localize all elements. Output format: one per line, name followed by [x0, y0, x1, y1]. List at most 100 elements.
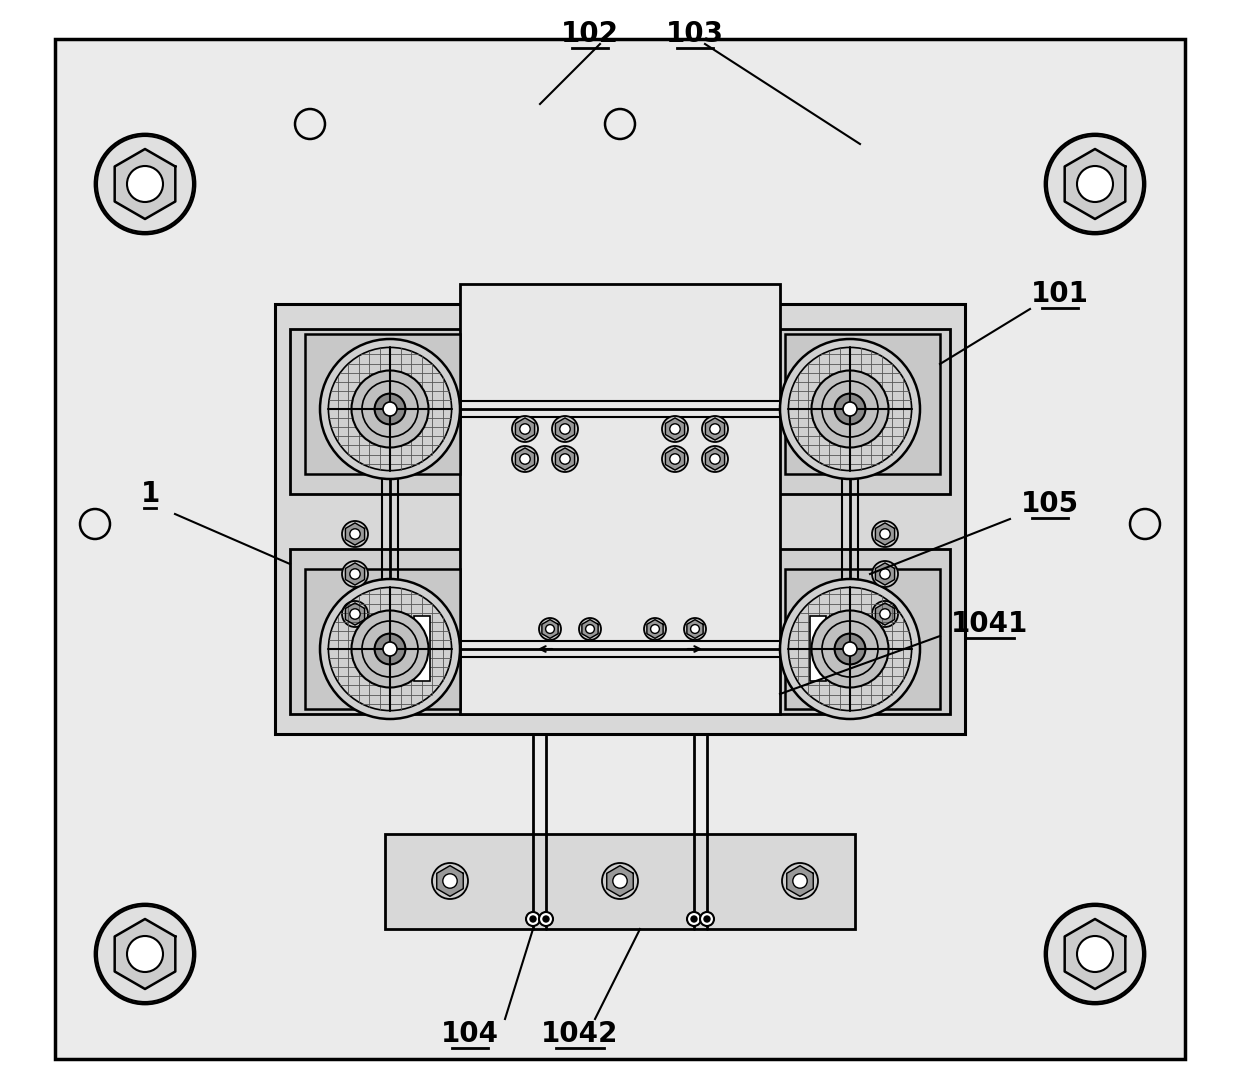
Bar [414, 616, 430, 681]
Circle shape [835, 634, 866, 664]
Circle shape [374, 393, 405, 425]
Circle shape [872, 562, 898, 588]
Circle shape [350, 569, 360, 579]
Bar [830, 616, 846, 681]
Bar [275, 304, 965, 734]
Polygon shape [114, 919, 175, 989]
Text: 1: 1 [140, 480, 160, 508]
Circle shape [843, 402, 857, 416]
Circle shape [383, 642, 397, 656]
Polygon shape [666, 448, 684, 470]
Circle shape [1045, 904, 1145, 1004]
Circle shape [512, 446, 538, 472]
Polygon shape [875, 522, 894, 545]
Polygon shape [1065, 149, 1126, 219]
Polygon shape [582, 620, 598, 638]
Polygon shape [786, 866, 813, 896]
Circle shape [320, 339, 460, 479]
Circle shape [835, 393, 866, 425]
Text: 1041: 1041 [951, 610, 1029, 638]
Polygon shape [706, 448, 724, 470]
Circle shape [520, 454, 531, 464]
Bar [290, 549, 950, 714]
Circle shape [95, 904, 195, 1004]
Polygon shape [706, 418, 724, 440]
Bar [810, 616, 826, 681]
Bar [305, 334, 460, 474]
Circle shape [704, 916, 711, 922]
Bar [384, 834, 856, 929]
Circle shape [662, 416, 688, 442]
Circle shape [601, 863, 639, 899]
Circle shape [709, 454, 720, 464]
Circle shape [559, 424, 570, 435]
Bar [785, 569, 940, 709]
Circle shape [691, 916, 697, 922]
Polygon shape [556, 448, 574, 470]
Bar [305, 569, 460, 709]
Circle shape [552, 446, 578, 472]
Circle shape [684, 618, 706, 640]
Circle shape [342, 521, 368, 547]
Circle shape [512, 416, 538, 442]
Circle shape [651, 624, 660, 633]
Circle shape [543, 916, 549, 922]
Circle shape [342, 601, 368, 627]
Circle shape [95, 134, 195, 234]
Polygon shape [556, 418, 574, 440]
Circle shape [843, 642, 857, 656]
Circle shape [792, 874, 807, 888]
Circle shape [383, 402, 397, 416]
Circle shape [526, 912, 539, 926]
Polygon shape [606, 866, 634, 896]
Circle shape [539, 912, 553, 926]
Polygon shape [542, 620, 558, 638]
Circle shape [687, 912, 701, 926]
Circle shape [670, 454, 681, 464]
Circle shape [126, 166, 162, 202]
Circle shape [872, 521, 898, 547]
Circle shape [320, 579, 460, 719]
Polygon shape [1065, 919, 1126, 989]
Circle shape [780, 579, 920, 719]
Circle shape [432, 863, 467, 899]
Circle shape [529, 916, 536, 922]
Polygon shape [436, 866, 464, 896]
Circle shape [579, 618, 601, 640]
Circle shape [780, 339, 920, 479]
Circle shape [701, 912, 714, 926]
Polygon shape [346, 603, 365, 625]
Text: 105: 105 [1021, 490, 1079, 518]
Circle shape [644, 618, 666, 640]
Circle shape [539, 618, 560, 640]
Circle shape [1078, 935, 1114, 972]
Circle shape [702, 416, 728, 442]
Polygon shape [346, 563, 365, 585]
Circle shape [126, 935, 162, 972]
Text: 103: 103 [666, 20, 724, 48]
Circle shape [702, 446, 728, 472]
Circle shape [546, 624, 554, 633]
Circle shape [350, 529, 360, 539]
Circle shape [613, 874, 627, 888]
Polygon shape [647, 620, 663, 638]
Text: 104: 104 [441, 1020, 498, 1048]
Polygon shape [516, 418, 534, 440]
Circle shape [880, 529, 890, 539]
Text: 1042: 1042 [542, 1020, 619, 1048]
Polygon shape [516, 448, 534, 470]
Circle shape [880, 609, 890, 619]
Circle shape [872, 601, 898, 627]
Circle shape [350, 609, 360, 619]
Circle shape [1078, 166, 1114, 202]
Circle shape [342, 562, 368, 588]
Polygon shape [875, 563, 894, 585]
Circle shape [552, 416, 578, 442]
Circle shape [662, 446, 688, 472]
Circle shape [880, 569, 890, 579]
Text: 102: 102 [560, 20, 619, 48]
Polygon shape [666, 418, 684, 440]
Circle shape [585, 624, 594, 633]
Circle shape [691, 624, 699, 633]
Circle shape [1045, 134, 1145, 234]
